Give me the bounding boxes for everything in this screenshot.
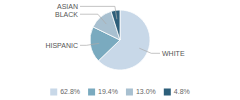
pie (90, 10, 150, 70)
pie-slice (111, 10, 120, 40)
legend-item: 19.4% (88, 88, 118, 95)
slice-label: ASIAN (57, 3, 78, 10)
leader-line (139, 48, 160, 53)
slice-label: WHITE (162, 50, 185, 57)
legend-item: 13.0% (126, 88, 156, 95)
slice-label: HISPANIC (45, 42, 78, 49)
leader-line (80, 43, 99, 45)
legend-swatch (50, 89, 57, 96)
slice-labels: WHITE HISPANIC BLACKASIAN (45, 3, 184, 57)
legend-label: 13.0% (136, 88, 156, 95)
legend-swatch (88, 89, 95, 96)
legend-label: 4.8% (174, 88, 190, 95)
legend-item: 4.8% (164, 88, 190, 95)
slice-label: BLACK (55, 11, 78, 18)
legend-swatch (126, 89, 133, 96)
chart: WHITE HISPANIC BLACKASIAN 62.8% 19.4% 13.0% 4.… (0, 0, 240, 100)
legend-label: 62.8% (60, 88, 80, 95)
legend: 62.8% 19.4% 13.0% 4.8% (50, 88, 190, 95)
legend-label: 19.4% (98, 88, 118, 95)
leader-line (80, 6, 117, 19)
legend-item: 62.8% (50, 88, 80, 95)
leader-line (80, 14, 106, 24)
legend-swatch (164, 89, 171, 96)
